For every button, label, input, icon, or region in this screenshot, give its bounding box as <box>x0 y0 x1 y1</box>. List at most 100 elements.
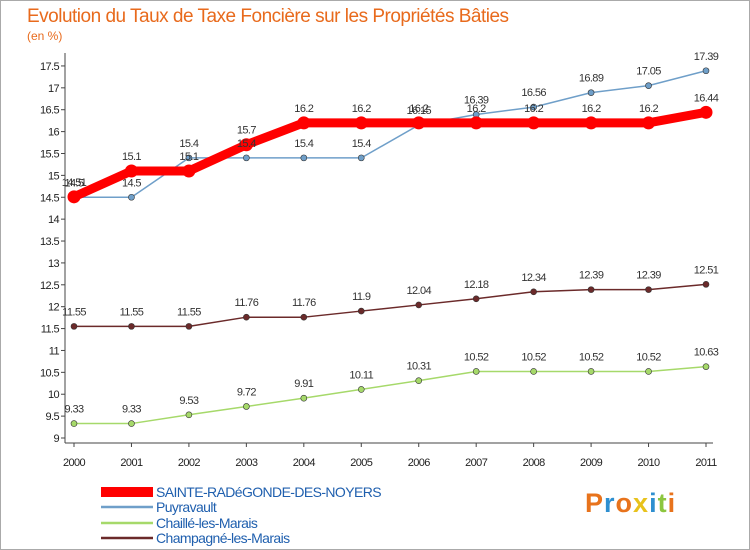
y-tick-label: 17.5 <box>40 61 59 73</box>
data-point <box>702 67 710 75</box>
data-label: 15.4 <box>237 138 256 150</box>
data-point <box>645 368 652 375</box>
data-point <box>185 411 193 419</box>
y-tick-label: 9.5 <box>46 411 60 423</box>
data-label: 16.44 <box>694 92 719 104</box>
logo-letter: i <box>667 488 677 518</box>
legend-label: SAINTE-RADéGONDE-DES-NOYERS <box>156 484 381 500</box>
x-tick-label: 2001 <box>120 457 143 469</box>
data-point <box>584 116 598 130</box>
logo-letter: x <box>633 488 650 518</box>
data-label: 9.91 <box>294 378 313 390</box>
data-label: 14.5 <box>64 177 83 189</box>
logo-letter: t <box>657 488 668 518</box>
data-label: 16.2 <box>467 103 486 115</box>
data-point <box>415 377 423 384</box>
data-label: 9.33 <box>64 404 83 416</box>
data-label: 14.5 <box>122 177 141 189</box>
data-label: 12.04 <box>406 285 431 297</box>
data-label: 15.1 <box>179 151 198 163</box>
data-point <box>702 363 710 370</box>
data-label: 10.31 <box>406 361 431 373</box>
y-tick-label: 13 <box>48 258 60 270</box>
data-label: 15.4 <box>294 138 313 150</box>
y-tick-label: 12.5 <box>40 280 59 292</box>
legend-label: Champagné-les-Marais <box>156 530 290 546</box>
chart-subtitle: (en %) <box>27 29 63 43</box>
data-label: 12.34 <box>521 272 546 284</box>
data-label: 15.4 <box>179 138 198 150</box>
data-label: 9.53 <box>179 395 198 407</box>
data-label: 16.2 <box>639 103 658 115</box>
x-tick-label: 2009 <box>580 457 603 469</box>
data-point <box>300 394 308 402</box>
data-point <box>469 116 483 130</box>
data-label: 12.51 <box>694 264 719 276</box>
y-tick-label: 13.5 <box>40 236 59 248</box>
data-point <box>645 286 652 293</box>
x-tick-label: 2011 <box>695 457 717 469</box>
data-label: 16.89 <box>579 73 604 85</box>
data-point <box>357 154 365 162</box>
data-point <box>182 164 196 178</box>
data-point <box>587 286 595 293</box>
x-tick-label: 2005 <box>350 457 373 469</box>
data-point <box>243 313 250 321</box>
data-point <box>243 154 250 162</box>
data-point <box>587 89 595 96</box>
data-label: 16.2 <box>352 103 371 115</box>
legend-label: Puyravault <box>156 499 217 515</box>
data-point <box>587 368 595 375</box>
data-label: 11.76 <box>292 297 316 309</box>
data-label: 12.39 <box>579 270 604 282</box>
y-tick-label: 11 <box>49 345 60 357</box>
data-label: 11.55 <box>62 306 86 318</box>
y-tick-label: 17 <box>48 83 60 95</box>
data-point <box>699 105 713 119</box>
x-tick-label: 2004 <box>293 457 316 469</box>
data-point <box>297 116 311 130</box>
data-label: 10.11 <box>349 369 373 381</box>
logo-letter: i <box>649 488 658 518</box>
data-label: 10.52 <box>636 351 661 363</box>
y-tick-label: 14.5 <box>40 192 59 204</box>
data-label: 14.51 <box>62 177 87 189</box>
legend-label: Chaillé-les-Marais <box>156 515 258 531</box>
data-label: 15.7 <box>237 125 256 137</box>
data-point <box>239 138 253 152</box>
y-tick-label: 10.5 <box>40 367 59 379</box>
data-point <box>645 82 652 89</box>
data-point <box>128 323 135 330</box>
series-line <box>74 365 707 425</box>
data-label: 10.52 <box>521 351 546 363</box>
data-label: 15.4 <box>352 138 371 150</box>
data-point <box>357 307 365 315</box>
data-point <box>357 386 365 393</box>
data-point <box>472 295 480 303</box>
y-tick-label: 16 <box>48 127 60 139</box>
x-tick-label: 2007 <box>465 457 488 469</box>
logo-letter: o <box>615 488 634 518</box>
data-point <box>412 116 426 130</box>
data-point <box>354 116 368 130</box>
y-tick-label: 14 <box>48 214 60 226</box>
data-label: 16.2 <box>582 103 601 115</box>
data-label: 12.39 <box>636 270 661 282</box>
data-point <box>128 420 135 427</box>
data-point <box>702 281 710 288</box>
y-tick-label: 16.5 <box>40 105 59 117</box>
logo-letter: r <box>604 488 616 518</box>
x-tick-label: 2010 <box>638 457 661 469</box>
data-label: 17.39 <box>694 51 719 63</box>
x-tick-label: 2002 <box>178 457 201 469</box>
data-label: 16.2 <box>409 103 428 115</box>
data-point <box>128 193 135 201</box>
data-label: 9.33 <box>122 404 141 416</box>
y-tick-label: 9 <box>53 433 59 445</box>
data-point <box>415 301 423 309</box>
data-point <box>530 368 537 375</box>
data-label: 9.72 <box>237 386 256 398</box>
y-tick-label: 10 <box>48 389 60 401</box>
